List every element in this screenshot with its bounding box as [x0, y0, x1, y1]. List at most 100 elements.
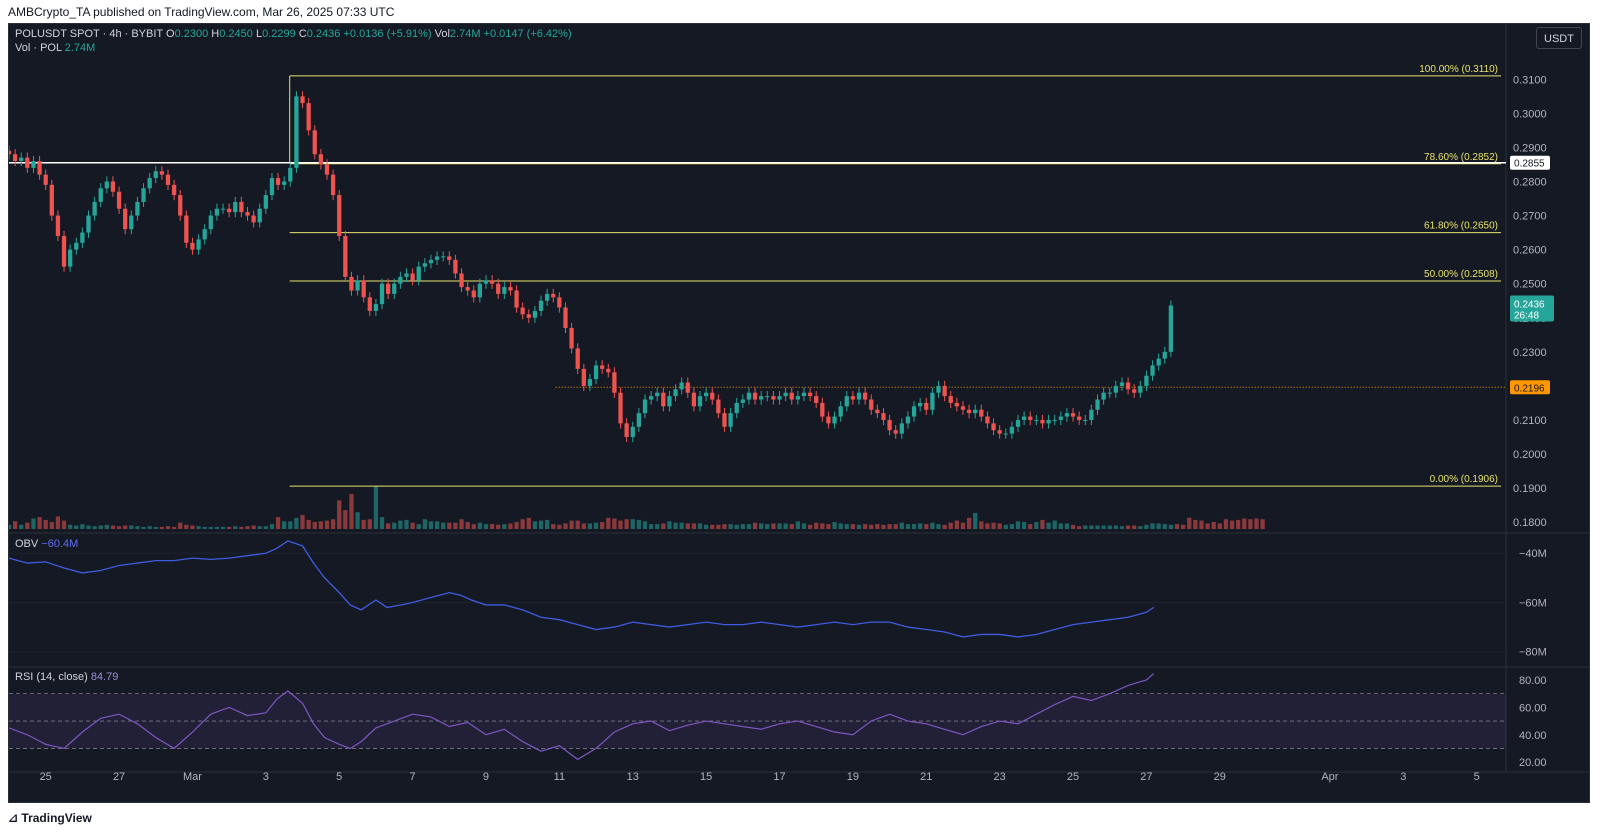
- volume-bar: [801, 523, 807, 529]
- candle-body: [673, 389, 678, 397]
- volume-bar: [661, 523, 666, 529]
- time-tick-label: 3: [1400, 771, 1406, 783]
- high-value: 0.2450: [219, 28, 253, 40]
- candle-body: [349, 276, 354, 291]
- volume-bar: [1070, 524, 1076, 529]
- time-tick-label: 23: [994, 771, 1006, 783]
- volume-bar: [826, 524, 831, 529]
- volume-bar: [618, 520, 623, 529]
- candle-body: [355, 280, 360, 291]
- candle-body: [1083, 419, 1088, 421]
- candle-body: [759, 396, 764, 400]
- candle-body: [306, 103, 311, 131]
- candle-body: [1003, 433, 1008, 435]
- volume-bar: [691, 523, 697, 529]
- candle-body: [80, 232, 85, 243]
- candle-body: [636, 413, 642, 427]
- volume-bar: [1028, 524, 1033, 529]
- candle-body: [734, 402, 739, 414]
- candle-body: [856, 392, 862, 400]
- volume-bar: [526, 517, 531, 529]
- candle-body: [991, 423, 996, 431]
- candle-body: [453, 259, 458, 274]
- volume-bar: [19, 524, 24, 529]
- candle-body: [318, 154, 324, 165]
- candle-body: [924, 402, 929, 410]
- time-tick-label: Mar: [183, 771, 202, 783]
- candle-body: [116, 191, 122, 209]
- volume-legend-label[interactable]: Vol · POL: [15, 42, 62, 54]
- volume-bar: [777, 523, 782, 529]
- volume-bar: [502, 524, 507, 529]
- candle-body: [86, 215, 91, 233]
- time-tick-label: 15: [700, 771, 712, 783]
- volume-bar: [404, 519, 409, 529]
- volume-bar: [710, 524, 715, 529]
- chart-canvas[interactable]: 0.3100 0.3000 0.2900 0.2800 0.2700 0.2600 0.25…: [9, 24, 1589, 802]
- time-tick-label: 5: [1474, 771, 1480, 783]
- candle-body: [178, 195, 183, 216]
- tradingview-logo[interactable]: ⊿ TradingView: [8, 803, 92, 833]
- candle-body: [581, 368, 586, 386]
- volume-bar: [642, 521, 648, 529]
- candle-body: [1156, 358, 1161, 366]
- candle-body: [165, 174, 171, 185]
- time-tick-label: 21: [920, 771, 932, 783]
- symbol-name[interactable]: POLUSDT SPOT · 4h · BYBIT: [15, 28, 163, 40]
- candle-body: [648, 396, 654, 400]
- currency-button[interactable]: USDT: [1536, 27, 1582, 49]
- candle-body: [37, 161, 42, 175]
- volume-bar: [233, 526, 238, 529]
- volume-bar: [355, 512, 360, 529]
- volume-bar: [330, 519, 336, 529]
- volume-bar: [1077, 526, 1082, 529]
- candle-body: [404, 273, 409, 277]
- candle-body: [679, 382, 684, 390]
- volume-bar: [471, 524, 476, 529]
- obv-tick-label: −80M: [1519, 647, 1547, 659]
- volume-bar: [428, 521, 434, 529]
- candle-body: [275, 178, 281, 185]
- close-value: 0.2436: [306, 28, 341, 40]
- fib-level-label: 61.80% (0.2650): [1424, 221, 1498, 232]
- publisher-bar: AMBCrypto_TA published on TradingView.co…: [0, 0, 1600, 24]
- time-tick-label: 7: [410, 771, 416, 783]
- volume-bar: [875, 524, 880, 529]
- volume-bar: [673, 522, 678, 529]
- candle-body: [1046, 419, 1051, 424]
- volume-bar: [300, 515, 305, 529]
- obv-legend-label[interactable]: OBV: [15, 538, 39, 550]
- volume-bar: [496, 524, 501, 529]
- chart-frame[interactable]: 0.3100 0.3000 0.2900 0.2800 0.2700 0.2600 0.25…: [8, 23, 1590, 803]
- volume-bar: [1217, 523, 1222, 529]
- candle-body: [434, 256, 440, 260]
- candle-body: [49, 184, 54, 216]
- volume-bar: [373, 486, 379, 529]
- rsi-tick-label: 40.00: [1519, 730, 1547, 742]
- candle-body: [1040, 419, 1045, 424]
- bar-countdown-label: 26:48: [1514, 310, 1539, 321]
- volume-bar: [807, 524, 813, 529]
- candle-body: [966, 409, 972, 414]
- volume-bar: [178, 522, 183, 529]
- price-tick-label: 0.2500: [1513, 279, 1547, 291]
- volume-bar: [667, 521, 672, 529]
- volume-bar: [930, 522, 935, 529]
- volume-bar: [422, 519, 427, 529]
- candle-body: [25, 157, 30, 168]
- volume-bar: [171, 526, 177, 529]
- volume-bar: [257, 526, 262, 529]
- volume-bar: [520, 519, 525, 529]
- obv-tick-label: −40M: [1519, 548, 1547, 560]
- volume-bar: [1144, 524, 1149, 529]
- volume-bar: [1236, 519, 1241, 529]
- volume-bar: [924, 524, 929, 529]
- rsi-legend-label[interactable]: RSI (14, close): [15, 671, 88, 683]
- volume-bar: [465, 522, 470, 529]
- time-tick-label: 27: [113, 771, 125, 783]
- volume-bar: [43, 519, 48, 529]
- volume-bar: [159, 526, 165, 529]
- candle-body: [459, 273, 464, 288]
- candle-body: [893, 430, 898, 434]
- time-tick-label: 17: [773, 771, 785, 783]
